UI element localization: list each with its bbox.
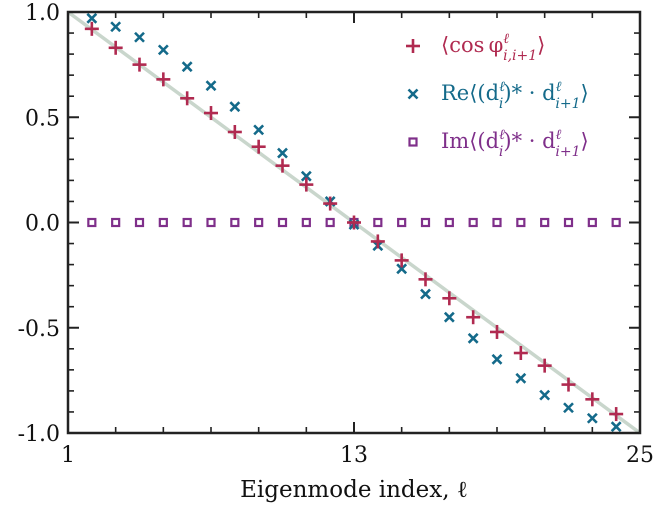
- legend-marker: [406, 39, 420, 53]
- im-product-point: [492, 217, 502, 228]
- cos-phi-point: [513, 346, 528, 361]
- legend-marker: [408, 137, 418, 147]
- re-product-point: [205, 80, 217, 92]
- y-tick-label: -0.5: [18, 317, 60, 342]
- cos-phi-point: [418, 272, 433, 287]
- legend-label: Re⟨(dℓ i)* · dℓ i+1⟩: [441, 79, 589, 112]
- im-product-point: [373, 217, 383, 228]
- re-product-point: [563, 402, 574, 414]
- cos-phi-point: [251, 139, 266, 154]
- im-product-point: [111, 217, 121, 228]
- im-product-point: [444, 217, 454, 228]
- im-product-point: [206, 217, 216, 228]
- cos-phi-point: [275, 158, 290, 173]
- legend: ⟨cos φℓ i,i+1⟩ Re⟨(dℓ i)* · dℓ i+1⟩ Im⟨(dℓ i)*…: [406, 31, 589, 160]
- x-tick-label: 13: [340, 443, 368, 468]
- legend-entry-im-product: Im⟨(dℓ i)* · dℓ i+1⟩: [408, 127, 589, 160]
- cos-phi-point: [204, 106, 218, 121]
- re-product-point: [467, 332, 479, 344]
- cos-phi-point: [156, 72, 171, 87]
- cos-phi-point: [347, 215, 361, 230]
- cos-phi-point: [323, 196, 338, 211]
- re-product-point: [157, 44, 169, 56]
- re-product-point: [515, 372, 527, 384]
- cos-phi-point: [585, 392, 600, 407]
- re-product-point: [586, 412, 598, 424]
- re-product-point: [253, 124, 265, 136]
- cos-phi-point: [537, 358, 552, 373]
- cos-phi-point: [227, 124, 242, 139]
- cos-phi-point: [84, 21, 99, 36]
- cos-phi-point: [108, 40, 123, 55]
- y-tick-label: 0.5: [25, 106, 60, 131]
- re-product-point: [110, 21, 122, 33]
- y-tick-label: -1.0: [18, 422, 60, 447]
- im-product-point: [587, 217, 597, 228]
- im-product-point: [134, 217, 145, 228]
- cos-phi-point: [490, 324, 504, 339]
- im-product-point: [397, 217, 407, 228]
- x-tick-label: 1: [61, 443, 75, 468]
- legend-marker: [407, 88, 419, 100]
- im-product-point: [182, 217, 192, 228]
- im-product-point: [420, 217, 431, 228]
- im-product-point: [611, 217, 621, 228]
- cos-phi-point: [299, 177, 314, 192]
- im-product-point: [516, 217, 526, 228]
- cos-phi-point: [466, 310, 481, 325]
- cos-phi-point: [561, 377, 576, 392]
- re-product-point: [443, 311, 455, 323]
- im-product-point: [87, 217, 97, 228]
- cos-phi-point: [180, 91, 195, 106]
- legend-entry-re-product: Re⟨(dℓ i)* · dℓ i+1⟩: [407, 79, 589, 112]
- legend-entry-cos-phi: ⟨cos φℓ i,i+1⟩: [406, 31, 545, 64]
- im-product-point: [277, 217, 288, 228]
- im-product-point: [540, 217, 550, 228]
- re-product-point: [181, 61, 193, 73]
- legend-label: Im⟨(dℓ i)* · dℓ i+1⟩: [441, 127, 589, 160]
- ticks-layer: 1.0 0.5 0.0 -0.5 -1.01 13 25: [18, 1, 653, 468]
- im-product-point: [158, 217, 168, 228]
- im-product-point: [563, 217, 574, 228]
- x-axis-label: Eigenmode index, ℓ: [240, 477, 468, 503]
- legend-label: ⟨cos φℓ i,i+1⟩: [441, 31, 545, 64]
- re-product-point: [539, 389, 551, 401]
- re-product-point: [277, 147, 288, 159]
- im-product-point: [230, 217, 240, 228]
- cos-phi-point: [370, 234, 385, 249]
- im-product-point: [301, 217, 311, 228]
- y-tick-label: 0.0: [25, 212, 60, 237]
- re-product-point: [396, 263, 408, 275]
- cos-phi-point: [442, 291, 457, 306]
- x-tick-label: 25: [626, 443, 653, 468]
- re-product-point: [300, 170, 312, 182]
- y-tick-label: 1.0: [25, 1, 60, 26]
- cos-phi-point: [132, 57, 147, 72]
- re-product-point: [420, 288, 431, 300]
- cos-phi-point: [609, 407, 624, 422]
- re-product-point: [229, 101, 241, 113]
- re-product-point: [610, 421, 622, 433]
- cos-phi-point: [394, 253, 409, 268]
- re-product-point: [86, 12, 98, 24]
- re-product-point: [134, 31, 145, 43]
- im-product-point: [468, 217, 478, 228]
- im-product-point: [325, 217, 335, 228]
- im-product-point: [254, 217, 264, 228]
- data-marks-layer: [84, 12, 624, 433]
- re-product-point: [491, 353, 503, 365]
